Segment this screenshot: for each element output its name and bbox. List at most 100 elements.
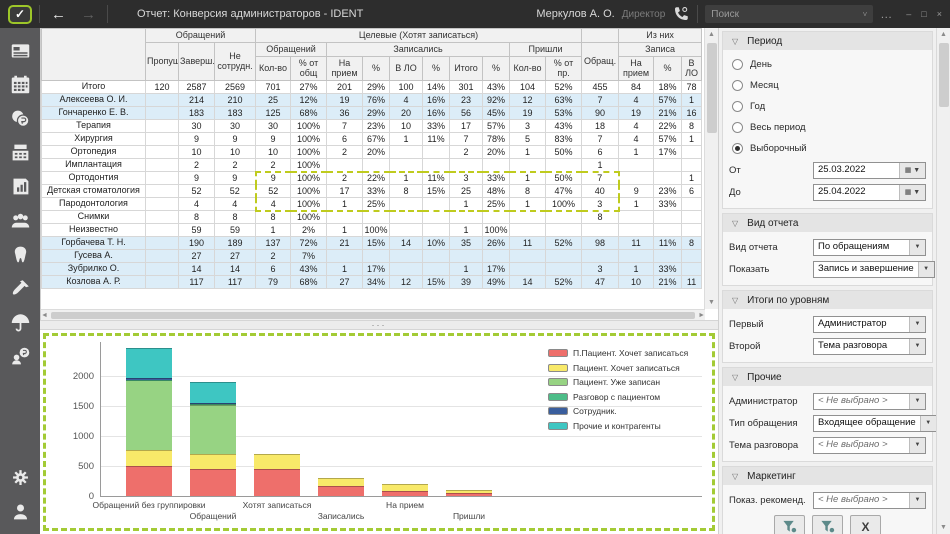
table-cell[interactable]: 52 bbox=[178, 184, 215, 199]
table-cell[interactable]: 1 bbox=[326, 197, 363, 212]
user-profile-icon[interactable] bbox=[6, 498, 34, 524]
table-cell[interactable] bbox=[482, 158, 510, 173]
collapse-icon[interactable]: ▽ bbox=[732, 36, 739, 46]
table-cell[interactable]: 35 bbox=[449, 236, 483, 251]
table-cell[interactable] bbox=[389, 145, 423, 160]
date-input[interactable]: 25.04.2022 ▦ ▼ bbox=[813, 183, 926, 201]
panel-scrollbar[interactable]: ▲ ▼ bbox=[936, 28, 950, 534]
table-cell[interactable] bbox=[145, 197, 179, 212]
table-cell[interactable]: 14 bbox=[178, 262, 215, 277]
table-cell[interactable]: 7 bbox=[581, 170, 620, 186]
dropdown-select[interactable]: Запись и завершение ▼ bbox=[813, 260, 935, 278]
table-cell[interactable]: 11 bbox=[509, 236, 546, 251]
table-cell[interactable]: 52% bbox=[544, 275, 583, 290]
table-cell[interactable]: 100% bbox=[290, 119, 327, 134]
table-cell[interactable]: 57% bbox=[653, 93, 683, 108]
scrollbar-thumb[interactable] bbox=[50, 311, 696, 319]
table-cell[interactable]: 1 bbox=[681, 171, 703, 186]
table-cell[interactable] bbox=[509, 210, 546, 225]
table-cell[interactable]: 29% bbox=[362, 106, 390, 121]
table-cell[interactable]: 11 bbox=[681, 275, 703, 290]
table-cell[interactable]: 6 bbox=[581, 145, 620, 160]
table-cell[interactable]: 49% bbox=[482, 275, 510, 290]
table-cell[interactable]: 2 bbox=[326, 145, 363, 160]
table-cell[interactable]: 117 bbox=[178, 275, 215, 290]
table-cell[interactable] bbox=[422, 197, 450, 212]
table-cell[interactable] bbox=[449, 210, 483, 225]
table-cell[interactable]: 21% bbox=[653, 275, 683, 290]
table-cell[interactable]: 18 bbox=[581, 119, 620, 134]
radio-option-Весь период[interactable]: Весь период bbox=[729, 117, 926, 138]
table-cell[interactable] bbox=[509, 249, 546, 264]
radio-button[interactable] bbox=[732, 122, 743, 133]
table-cell[interactable]: 3 bbox=[449, 170, 483, 186]
table-cell[interactable]: 17 bbox=[449, 119, 483, 134]
table-cell[interactable]: 40 bbox=[581, 184, 620, 199]
table-cell[interactable] bbox=[653, 158, 683, 173]
insurance-umbrella-icon[interactable] bbox=[6, 309, 34, 335]
table-cell[interactable]: 20% bbox=[482, 145, 510, 160]
table-cell[interactable] bbox=[681, 223, 703, 238]
table-cell[interactable]: 1 bbox=[449, 262, 483, 277]
search-input[interactable]: Поиск ˅ bbox=[705, 5, 874, 23]
table-cell[interactable]: 12 bbox=[509, 93, 546, 108]
table-cell[interactable]: 26% bbox=[482, 236, 510, 251]
table-cell[interactable]: 68% bbox=[290, 106, 327, 121]
table-cell[interactable]: 7 bbox=[581, 93, 620, 108]
table-cell[interactable]: 9 bbox=[255, 132, 291, 147]
salary-person-icon[interactable] bbox=[6, 343, 34, 369]
table-cell[interactable]: 27% bbox=[290, 80, 327, 95]
table-cell[interactable]: 100% bbox=[290, 158, 327, 173]
table-cell[interactable]: 59 bbox=[178, 223, 215, 238]
calendar-icon[interactable]: ▦ ▼ bbox=[899, 162, 925, 178]
table-cell[interactable] bbox=[362, 249, 390, 264]
table-cell[interactable]: 56 bbox=[449, 106, 483, 121]
table-cell[interactable]: 2% bbox=[290, 223, 327, 238]
table-cell[interactable] bbox=[145, 106, 179, 121]
payments-coins-icon[interactable] bbox=[6, 105, 34, 131]
filter-exclude-button[interactable] bbox=[812, 515, 843, 534]
table-cell[interactable]: 90 bbox=[581, 106, 620, 121]
table-cell[interactable]: 21% bbox=[653, 106, 683, 121]
table-cell[interactable]: 2 bbox=[214, 158, 256, 173]
table-cell[interactable]: 30 bbox=[214, 119, 256, 134]
table-cell[interactable]: 25 bbox=[449, 184, 483, 199]
table-cell[interactable] bbox=[145, 132, 179, 147]
radio-option-День[interactable]: День bbox=[729, 54, 926, 75]
clear-filter-button[interactable]: X bbox=[850, 515, 881, 534]
table-cell[interactable]: 183 bbox=[178, 106, 215, 121]
table-cell[interactable]: 52 bbox=[254, 184, 291, 199]
radio-button[interactable] bbox=[732, 143, 743, 154]
dropdown-select[interactable]: Входящее обращение ▼ bbox=[813, 414, 936, 432]
table-cell[interactable]: 7 bbox=[326, 119, 363, 134]
row-name[interactable]: Горбачева Т. Н. bbox=[41, 236, 146, 251]
table-cell[interactable]: 2 bbox=[449, 145, 483, 160]
section-period-header[interactable]: ▽ Период bbox=[723, 32, 932, 50]
table-cell[interactable]: 4 bbox=[254, 197, 291, 212]
table-cell[interactable]: 183 bbox=[214, 106, 256, 121]
dropdown-arrow-icon[interactable]: ▼ bbox=[909, 316, 925, 332]
table-cell[interactable] bbox=[449, 158, 483, 173]
table-cell[interactable]: 14% bbox=[422, 80, 450, 95]
row-name[interactable]: Зубрилко О. bbox=[41, 262, 146, 277]
table-cell[interactable]: 52 bbox=[214, 184, 256, 199]
table-cell[interactable]: 15% bbox=[422, 184, 450, 199]
dropdown-arrow-icon[interactable]: ▼ bbox=[909, 338, 925, 354]
table-cell[interactable]: 1 bbox=[449, 223, 483, 238]
table-cell[interactable]: 48% bbox=[482, 184, 510, 199]
row-name[interactable]: Хирургия bbox=[41, 132, 146, 147]
collapse-icon[interactable]: ▽ bbox=[732, 218, 739, 228]
table-cell[interactable]: 23% bbox=[653, 184, 683, 199]
table-cell[interactable]: 47% bbox=[544, 184, 583, 199]
table-cell[interactable] bbox=[449, 249, 483, 264]
table-cell[interactable]: 11% bbox=[422, 132, 450, 147]
table-cell[interactable] bbox=[653, 171, 683, 186]
table-cell[interactable]: 1 bbox=[509, 170, 546, 186]
table-cell[interactable] bbox=[544, 158, 583, 173]
table-cell[interactable] bbox=[482, 210, 510, 225]
table-horizontal-scrollbar[interactable]: ◄ ► bbox=[41, 309, 705, 320]
table-cell[interactable] bbox=[653, 249, 683, 264]
table-cell[interactable]: 19 bbox=[618, 106, 655, 121]
dropdown-select[interactable]: Администратор ▼ bbox=[813, 315, 926, 333]
table-cell[interactable]: 104 bbox=[509, 80, 546, 95]
